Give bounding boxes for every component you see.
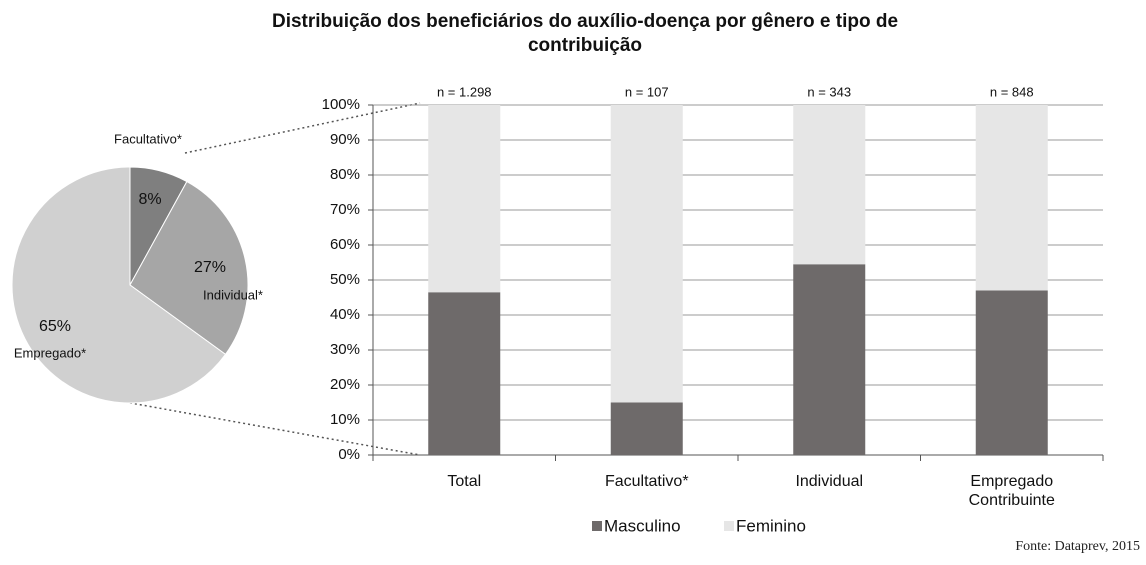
y-tick-label: 60% — [330, 236, 360, 253]
bar-segment — [610, 402, 683, 455]
bar-segment — [793, 105, 866, 265]
connector — [124, 401, 421, 456]
chart-title: Distribuição dos beneficiários do auxíli… — [271, 11, 899, 56]
x-tick-label: Individual — [795, 473, 864, 490]
y-tick-label: 0% — [338, 446, 360, 463]
y-tick-label: 30% — [330, 341, 360, 358]
bar-annotation: n = 107 — [625, 84, 669, 99]
y-tick-label: 10% — [330, 411, 360, 428]
legend-label: Masculino — [604, 516, 681, 535]
source: Fonte: Dataprev, 2015 — [1015, 539, 1140, 554]
bar-annotation: n = 1.298 — [437, 84, 492, 99]
bar-annotation: n = 848 — [990, 84, 1034, 99]
slice-value-label: 8% — [138, 191, 161, 208]
slice-value-label: 65% — [39, 318, 71, 335]
legend-swatch — [724, 521, 734, 531]
slice-label: Facultativo* — [114, 131, 182, 146]
bar-segment — [428, 105, 501, 293]
pie-slice — [129, 180, 249, 356]
y-tick-label: 20% — [330, 376, 360, 393]
y-tick-label: 40% — [330, 306, 360, 323]
legend-swatch — [592, 521, 602, 531]
bar-segment — [793, 264, 866, 455]
y-tick-label: 90% — [330, 131, 360, 148]
bar-segment — [975, 105, 1048, 291]
legend-label: Feminino — [736, 516, 806, 535]
y-tick-label: 70% — [330, 201, 360, 218]
bar-segment — [428, 292, 501, 455]
x-tick-label: Empregado Contribuinte — [968, 473, 1055, 509]
slice-label: Empregado* — [14, 345, 86, 360]
connector — [184, 102, 421, 154]
y-tick-label: 80% — [330, 166, 360, 183]
slice-label: Individual* — [203, 287, 263, 302]
y-tick-label: 100% — [322, 96, 360, 113]
y-tick-label: 50% — [330, 271, 360, 288]
bar-annotation: n = 343 — [807, 84, 851, 99]
x-tick-label: Facultativo* — [604, 473, 689, 490]
bar-segment — [610, 105, 683, 403]
bar-segment — [975, 290, 1048, 455]
slice-value-label: 27% — [194, 259, 226, 276]
pie-slice — [11, 166, 227, 404]
x-tick-label: Total — [447, 473, 482, 490]
